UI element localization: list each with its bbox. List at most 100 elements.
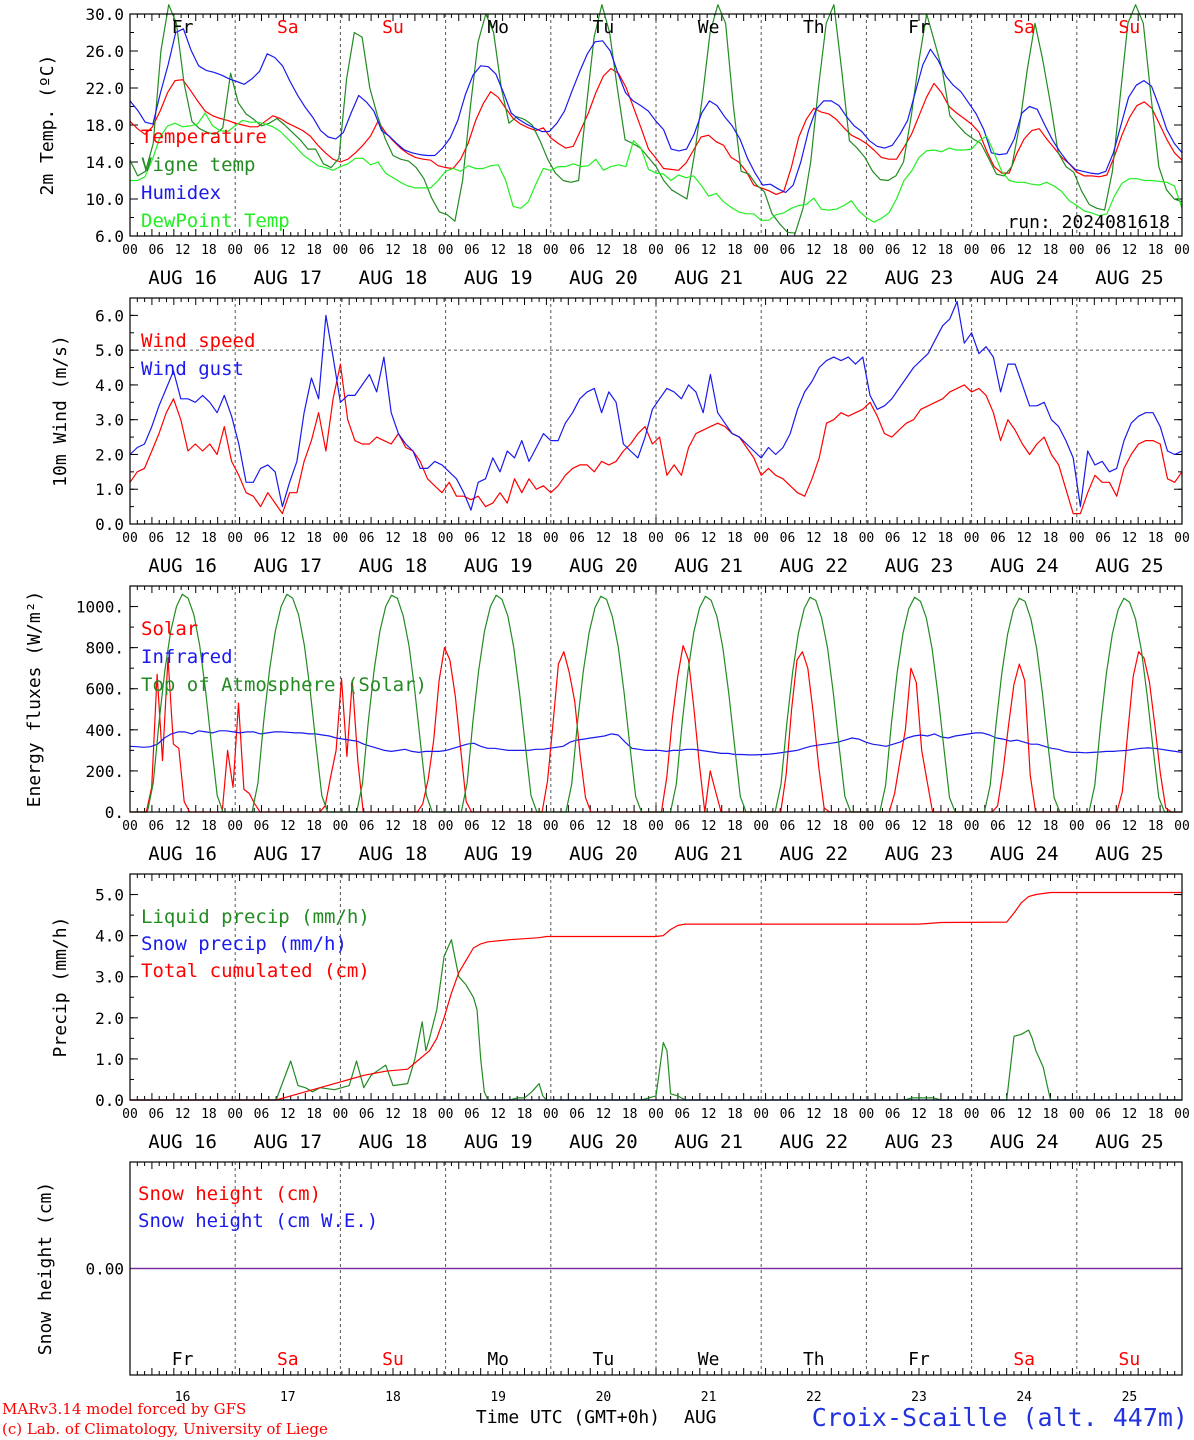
hour-label: 06 [569,1107,585,1122]
date-label: AUG 20 [569,843,638,865]
day-abbr: Su [382,1349,404,1370]
hour-label: 12 [806,819,822,834]
hour-label: 12 [385,819,401,834]
hour-label: 18 [727,243,743,258]
date-label: AUG 16 [148,555,217,577]
legend-entry: Infrared [141,646,233,668]
hour-label: 12 [1122,1107,1138,1122]
date-label: AUG 23 [885,1131,954,1153]
hour-label: 12 [175,1107,191,1122]
hour-label: 00 [122,819,138,834]
hour-label: 00 [964,243,980,258]
y-axis-label: Precip (mm/h) [50,917,71,1058]
hour-label: 00 [122,1107,138,1122]
lab-credit: (c) Lab. of Climatology, University of L… [2,1420,328,1438]
hour-label: 00 [122,531,138,546]
hour-label: 12 [280,1107,296,1122]
hour-label: 00 [1174,531,1190,546]
hour-label: 00 [1069,531,1085,546]
hour-label: 06 [359,819,375,834]
hour-label: 12 [1016,531,1032,546]
plot-frame [129,873,1183,1101]
plot-frame [129,585,1183,813]
model-credit: MARv3.14 model forced by GFS [2,1400,247,1418]
hour-label: 18 [201,1107,217,1122]
hour-label: 18 [306,819,322,834]
hour-label: 06 [1095,531,1111,546]
y-tick-label: 3.0 [95,411,124,430]
day-abbr: Sa [1013,17,1035,38]
y-axis-label: 10m Wind (m/s) [50,335,71,487]
hour-label: 06 [885,1107,901,1122]
y-tick-label: 10.0 [85,190,124,209]
hour-label: 06 [254,531,270,546]
hour-label: 12 [911,1107,927,1122]
hour-label: 18 [1148,1107,1164,1122]
date-label: AUG 23 [885,267,954,289]
y-axis-label: Energy fluxes (W/m²) [24,591,45,808]
day-abbr: Fr [908,17,930,38]
day-abbr: Mo [487,17,509,38]
hour-label: 18 [411,531,427,546]
hour-label: 06 [1095,1107,1111,1122]
hour-label: 00 [227,531,243,546]
hour-label: 12 [701,1107,717,1122]
hour-label: 12 [175,819,191,834]
precip-panel: 0.0 1.0 2.0 3.0 4.0 5.0 Precip (mm/h) Liquid pr… [50,873,1190,1153]
hour-label: 06 [674,243,690,258]
hour-label: 12 [911,819,927,834]
hour-label: 18 [937,243,953,258]
hour-label: 12 [806,243,822,258]
day-number: 25 [1122,1390,1138,1405]
day-abbr: Su [1119,1349,1141,1370]
hour-label: 00 [1069,819,1085,834]
hour-label: 06 [254,819,270,834]
date-label: AUG 16 [148,267,217,289]
legend-entry: Liquid precip (mm/h) [141,906,370,928]
hour-label: 00 [648,1107,664,1122]
hour-label: 06 [359,243,375,258]
hour-label: 18 [306,531,322,546]
date-label: AUG 25 [1095,843,1164,865]
legend-entry: Wind gust [141,358,244,380]
date-label: AUG 18 [359,267,428,289]
legend-entry: Wind speed [141,330,255,352]
hour-label: 18 [1043,531,1059,546]
energy-panel: 0. 200. 400. 600. 800. 1000. Energy fluxes (W/… [24,585,1190,865]
series-line [129,300,1183,511]
hour-label: 00 [438,243,454,258]
hour-label: 12 [1016,819,1032,834]
legend-entry: Total cumulated (cm) [141,960,370,982]
date-label: AUG 25 [1095,267,1164,289]
hour-label: 06 [254,243,270,258]
hour-label: 18 [727,819,743,834]
date-label: AUG 24 [990,1131,1059,1153]
hour-label: 18 [517,1107,533,1122]
hour-label: 18 [517,243,533,258]
hour-label: 06 [674,819,690,834]
series-line [130,112,1183,223]
hour-label: 00 [543,1107,559,1122]
date-label: AUG 23 [885,843,954,865]
day-number: 20 [596,1390,612,1405]
hour-label: 12 [1016,1107,1032,1122]
hour-label: 12 [1016,243,1032,258]
hour-label: 06 [464,243,480,258]
hour-label: 06 [464,1107,480,1122]
hour-label: 12 [596,819,612,834]
hour-label: 12 [806,531,822,546]
hour-label: 18 [832,243,848,258]
y-tick-label: 0.00 [85,1260,124,1279]
hour-label: 06 [990,243,1006,258]
hour-label: 00 [438,819,454,834]
hour-label: 00 [648,531,664,546]
hour-label: 18 [411,243,427,258]
y-axis-label: 2m Temp. (ºC) [37,55,58,196]
hour-label: 18 [411,1107,427,1122]
hour-label: 18 [937,819,953,834]
hour-label: 00 [227,819,243,834]
hour-label: 18 [727,1107,743,1122]
day-abbr: Fr [908,1349,930,1370]
legend-entry: DewPoint Temp [141,210,290,232]
temp-panel: 6.0 10.0 14.0 18.0 22.0 26.0 30.0 2m Temp. (ºC)… [37,4,1190,289]
